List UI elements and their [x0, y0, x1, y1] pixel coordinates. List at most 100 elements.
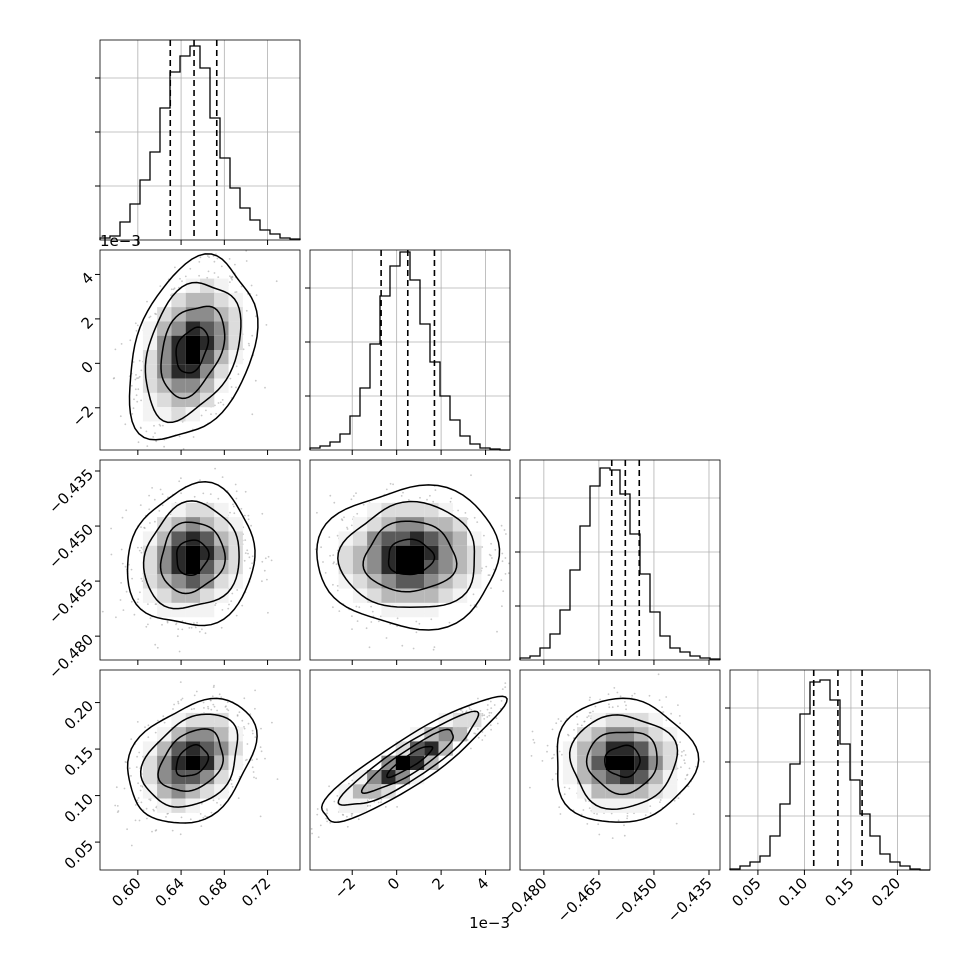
scatter-point — [256, 294, 258, 296]
density-cell — [634, 727, 648, 741]
scatter-point — [663, 711, 665, 713]
scatter-point — [252, 733, 254, 735]
scatter-point — [223, 404, 225, 406]
scatter-point — [333, 452, 335, 454]
scatter-point — [178, 480, 180, 482]
scatter-point — [139, 591, 141, 593]
scatter-point — [260, 728, 262, 730]
scatter-point — [135, 374, 137, 376]
scatter-point — [355, 492, 357, 494]
scatter-point — [141, 552, 143, 554]
scatter-point — [649, 805, 651, 807]
density-cell — [157, 784, 171, 798]
scatter-point — [246, 310, 248, 312]
scatter-point — [502, 688, 504, 690]
scatter-point — [248, 343, 250, 345]
scatter-point — [131, 578, 133, 580]
density-cell — [157, 350, 171, 364]
scatter-point — [254, 736, 256, 738]
scatter-point — [180, 833, 182, 835]
scatter-point — [214, 706, 216, 708]
scatter-point — [276, 280, 278, 282]
scatter-point — [268, 556, 270, 558]
scatter-point — [159, 285, 161, 287]
scatter-point — [124, 788, 126, 790]
scatter-point — [188, 627, 190, 629]
scatter-point — [145, 626, 147, 628]
scatter-point — [688, 786, 690, 788]
scatter-point — [115, 616, 117, 618]
scatter-point — [198, 275, 200, 277]
density-cell — [171, 799, 185, 813]
scatter-point — [131, 413, 133, 415]
scatter-point — [351, 815, 353, 817]
density-cell — [157, 560, 171, 574]
y-tick-label: 4 — [78, 269, 97, 288]
scatter-point — [661, 706, 663, 708]
x-tick-label: −2 — [331, 874, 359, 902]
density-cell — [410, 603, 424, 617]
scatter-point — [149, 522, 151, 524]
scatter-point — [332, 563, 334, 565]
scatter-point — [251, 335, 253, 337]
scatter-point — [433, 649, 435, 651]
scatter-point — [255, 777, 257, 779]
density-cell — [353, 574, 367, 588]
scatter-point — [432, 501, 434, 503]
scatter-point — [260, 816, 262, 818]
x-tick-label: 0.72 — [238, 874, 274, 910]
scatter-point — [598, 834, 600, 836]
scatter-point — [236, 365, 238, 367]
scatter-point — [121, 343, 123, 345]
density-cell — [186, 279, 200, 293]
scatter-point — [649, 695, 651, 697]
scatter-point — [596, 813, 598, 815]
scatter-point — [125, 566, 127, 568]
scatter-point — [532, 731, 534, 733]
scatter-point — [125, 509, 127, 511]
y-tick-label: 0.10 — [61, 790, 97, 826]
scatter-point — [337, 535, 339, 537]
scatter-point — [386, 637, 388, 639]
scatter-point — [210, 700, 212, 702]
scatter-point — [246, 759, 248, 761]
scatter-point — [311, 833, 313, 835]
density-cell — [467, 574, 481, 588]
scatter-point — [693, 813, 695, 815]
density-cell — [606, 770, 620, 784]
scatter-point — [351, 498, 353, 500]
scatter-point — [222, 399, 224, 401]
scatter-point — [216, 710, 218, 712]
scatter-point — [419, 623, 421, 625]
scatter-point — [122, 563, 124, 565]
scatter-point — [369, 646, 371, 648]
scatter-point — [255, 380, 257, 382]
density-cell — [606, 756, 620, 770]
scatter-point — [482, 715, 484, 717]
scatter-point — [216, 802, 218, 804]
scatter-point — [351, 628, 353, 630]
scatter-point — [126, 828, 128, 830]
scatter-point — [677, 704, 679, 706]
scatter-point — [358, 818, 360, 820]
scatter-point — [430, 618, 432, 620]
scatter-point — [117, 811, 119, 813]
scatter-point — [251, 413, 253, 415]
scatter-point — [229, 258, 231, 260]
scatter-point — [508, 572, 510, 574]
x-tick-label: −0.435 — [664, 874, 716, 926]
scatter-point — [113, 378, 115, 380]
scatter-point — [200, 813, 202, 815]
scatter-point — [415, 621, 417, 623]
scatter-point — [576, 716, 578, 718]
scatter-point — [141, 802, 143, 804]
scatter-point — [165, 816, 167, 818]
density-cell — [214, 546, 228, 560]
scatter-point — [311, 828, 313, 830]
scatter-point — [552, 729, 554, 731]
scatter-point — [186, 455, 188, 457]
density-cell — [200, 293, 214, 307]
scatter-point — [244, 560, 246, 562]
density-cell — [439, 560, 453, 574]
scatter-point — [213, 799, 215, 801]
